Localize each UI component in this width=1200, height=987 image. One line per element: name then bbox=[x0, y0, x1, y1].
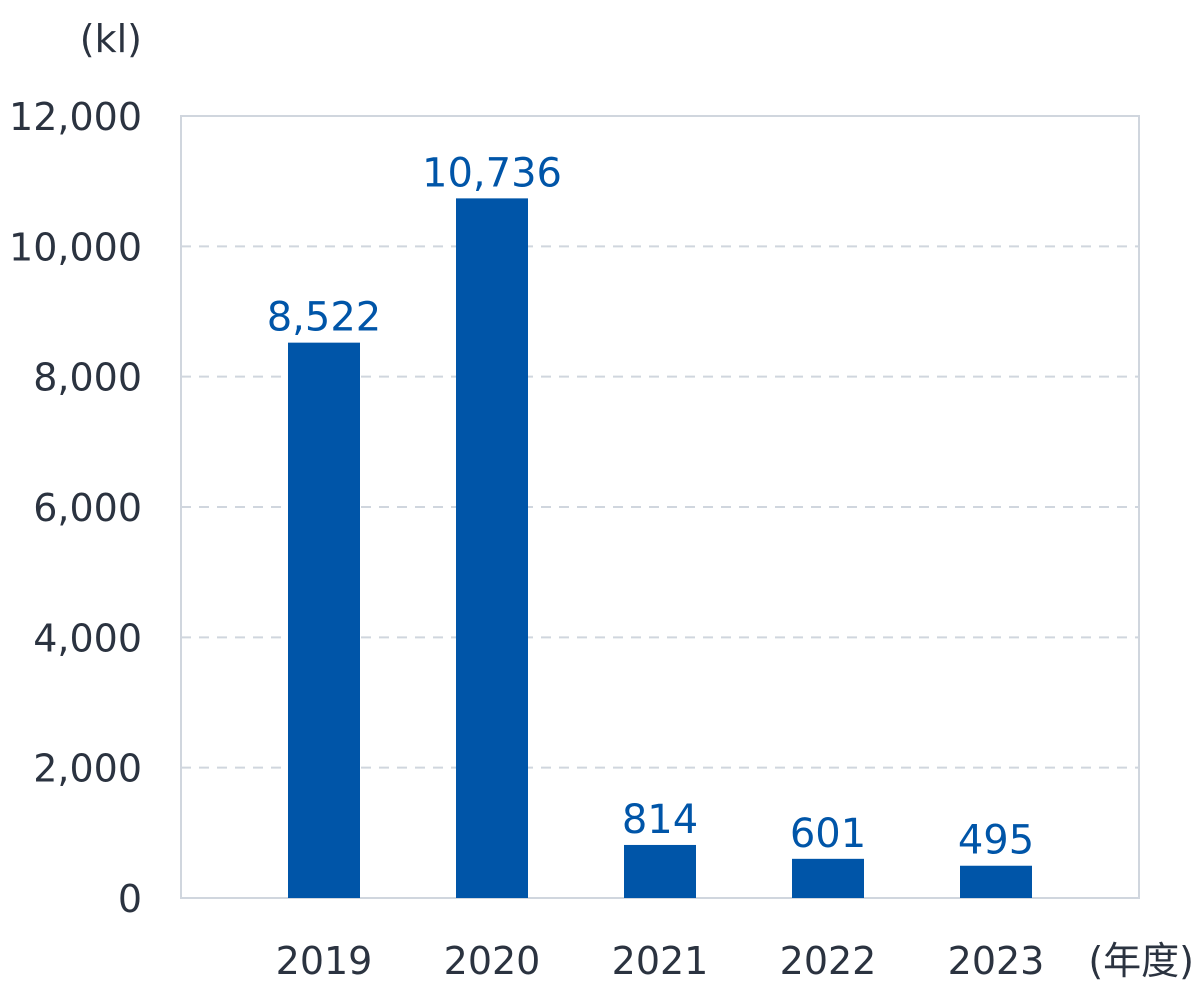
data-label-2023: 495 bbox=[958, 818, 1034, 864]
y-axis-unit-label: (kl) bbox=[80, 17, 142, 61]
x-tick-label-2021: 2021 bbox=[612, 939, 709, 983]
y-tick-label: 2,000 bbox=[33, 747, 142, 791]
data-label-2021: 814 bbox=[622, 797, 698, 843]
bar-2023 bbox=[960, 865, 1032, 898]
data-label-2019: 8,522 bbox=[267, 295, 382, 341]
x-axis-unit-label: (年度) bbox=[1088, 939, 1194, 983]
x-tick-label-2022: 2022 bbox=[780, 939, 877, 983]
bar-2019 bbox=[288, 342, 360, 898]
y-tick-label: 10,000 bbox=[9, 225, 142, 269]
y-tick-label: 4,000 bbox=[33, 616, 142, 660]
grid-lines bbox=[181, 245, 1139, 769]
bar-2020 bbox=[456, 198, 528, 898]
x-tick-label-2023: 2023 bbox=[948, 939, 1045, 983]
y-tick-label: 0 bbox=[118, 877, 142, 921]
y-axis-ticks: 0 2,000 4,000 6,000 8,000 10,000 12,000 bbox=[9, 95, 142, 921]
x-axis-ticks: 2019 2020 2021 2022 2023 bbox=[276, 939, 1045, 983]
bar-2022 bbox=[792, 858, 864, 898]
bar-2021 bbox=[624, 844, 696, 898]
data-labels: 8,522 10,736 814 601 495 bbox=[267, 150, 1034, 863]
data-label-2022: 601 bbox=[790, 811, 866, 857]
data-label-2020: 10,736 bbox=[422, 150, 562, 196]
x-tick-label-2019: 2019 bbox=[276, 939, 373, 983]
y-tick-label: 6,000 bbox=[33, 486, 142, 530]
x-tick-label-2020: 2020 bbox=[444, 939, 541, 983]
bars bbox=[288, 198, 1032, 898]
y-tick-label: 8,000 bbox=[33, 356, 142, 400]
y-tick-label: 12,000 bbox=[9, 95, 142, 139]
